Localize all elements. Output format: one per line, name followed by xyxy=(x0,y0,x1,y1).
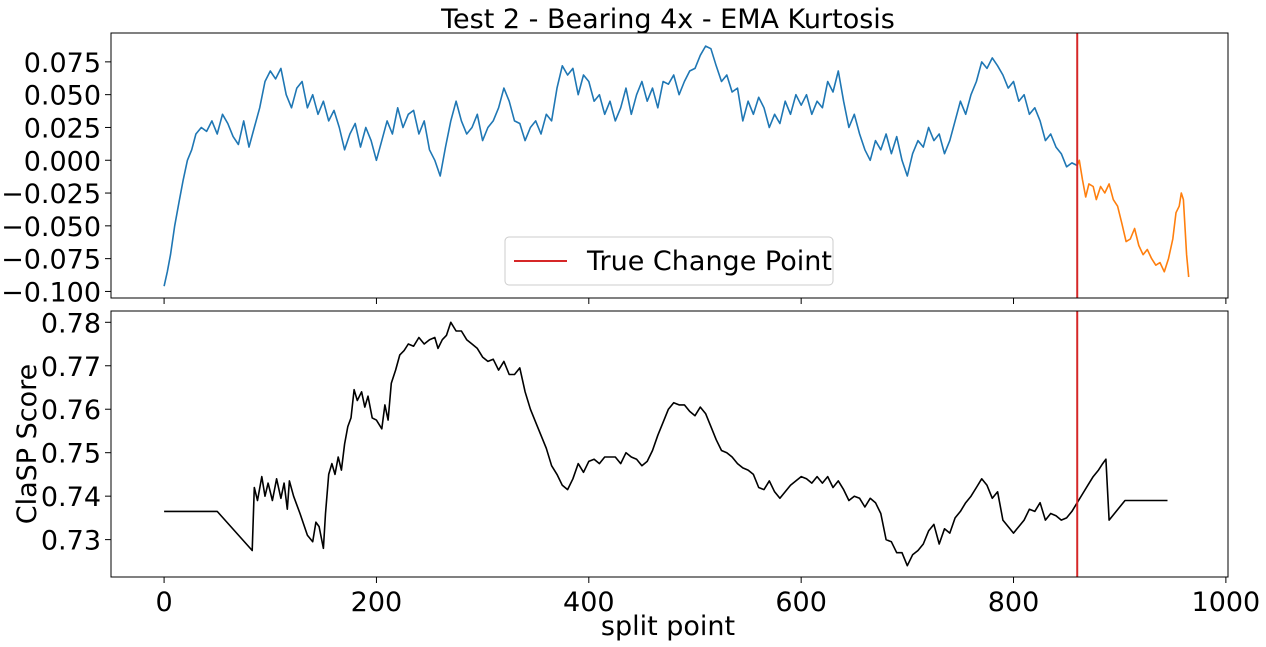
bottom-plot-area xyxy=(164,311,1168,577)
bottom-x-tick-label: 800 xyxy=(988,587,1040,618)
top-axes-frame xyxy=(110,32,1229,299)
top-series-0-line xyxy=(163,45,1078,287)
bottom-y-tick-label: 0.78 xyxy=(41,308,101,339)
bottom-x-axis-label: split point xyxy=(601,611,735,642)
top-series-1-line xyxy=(1076,159,1190,278)
bottom-ticks: 0.73 0.74 0.75 0.76 0.77 0.78 0 200 400 600 800 100… xyxy=(41,308,1260,618)
bottom-x-tick-label: 200 xyxy=(351,587,403,618)
top-y-tick-label: −0.100 xyxy=(1,277,101,308)
bottom-y-tick-label: 0.74 xyxy=(41,482,101,513)
bottom-y-tick-label: 0.76 xyxy=(41,395,101,426)
legend-change-point-label: True Change Point xyxy=(586,246,832,277)
top-y-tick-label: 0.025 xyxy=(24,113,101,144)
bottom-x-tick-label: 0 xyxy=(155,587,172,618)
bottom-y-tick-label: 0.73 xyxy=(41,526,101,557)
bottom-series-0-line xyxy=(164,321,1168,567)
bottom-y-axis-label: ClaSP Score xyxy=(12,364,43,525)
legend: True Change Point xyxy=(504,236,834,286)
bottom-x-tick-label: 600 xyxy=(775,587,827,618)
top-ticks: −0.100−0.075−0.050−0.0250.0000.0250.0500… xyxy=(1,48,1227,308)
bottom-y-tick-label: 0.77 xyxy=(41,352,101,383)
top-y-tick-label: 0.050 xyxy=(24,81,101,112)
bottom-y-tick-label: 0.75 xyxy=(41,439,101,470)
top-y-tick-label: 0.000 xyxy=(24,146,101,177)
top-y-tick-label: 0.075 xyxy=(24,48,101,79)
top-chart-title: Test 2 - Bearing 4x - EMA Kurtosis xyxy=(440,4,895,35)
bottom-x-tick-label: 400 xyxy=(563,587,615,618)
top-plot-area xyxy=(163,33,1190,298)
bottom-axes: 0.73 0.74 0.75 0.76 0.77 0.78 0 200 400 600 800 100… xyxy=(12,308,1260,642)
bottom-x-tick-label: 1000 xyxy=(1192,587,1261,618)
legend-box xyxy=(504,236,834,286)
top-y-tick-label: −0.025 xyxy=(1,179,101,210)
top-axes: Test 2 - Bearing 4x - EMA Kurtosis −0.10… xyxy=(1,4,1229,308)
top-y-tick-label: −0.075 xyxy=(1,245,101,276)
top-y-tick-label: −0.050 xyxy=(1,212,101,243)
bottom-axes-frame xyxy=(110,310,1229,578)
